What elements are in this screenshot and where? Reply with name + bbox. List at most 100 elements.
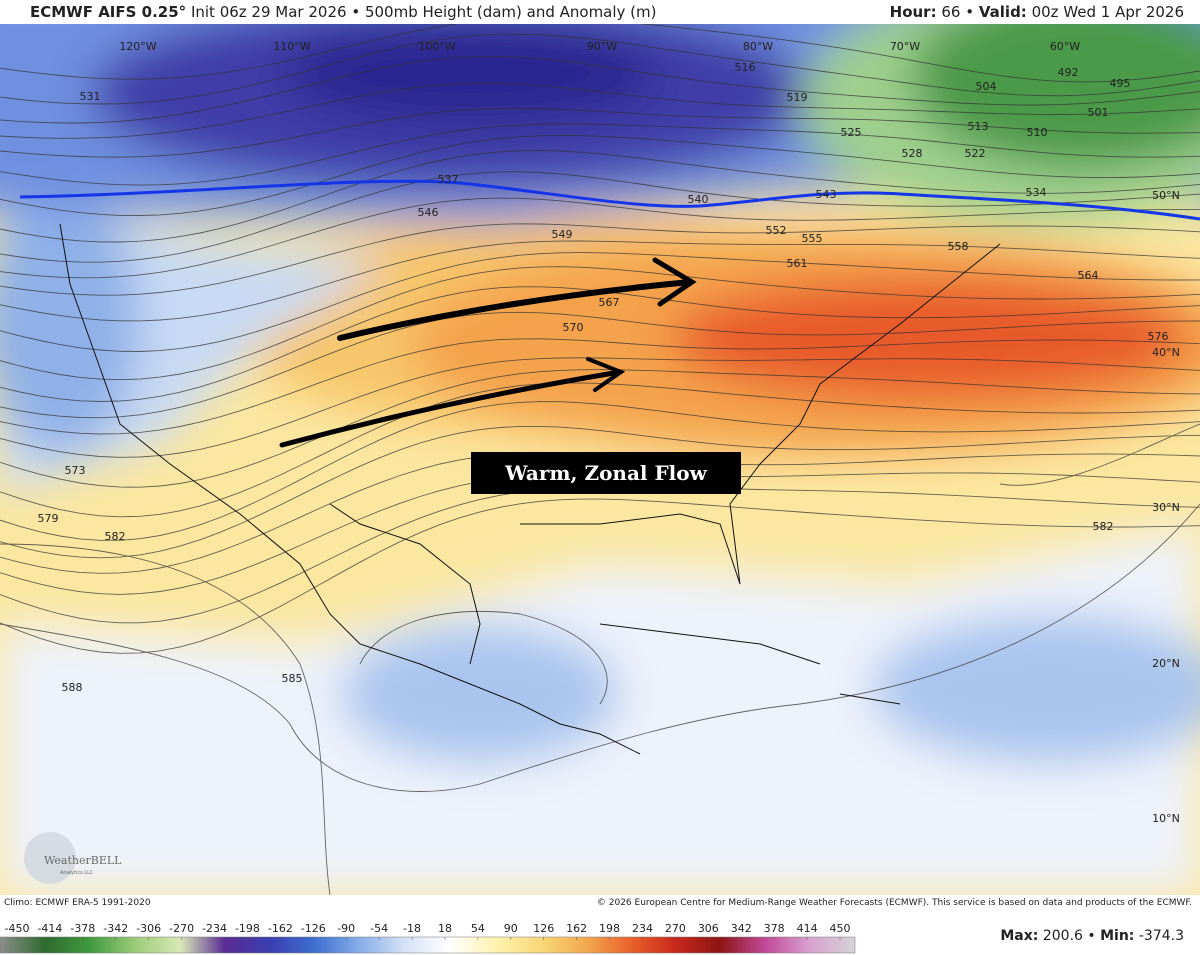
annotation-box bbox=[471, 452, 741, 494]
contour-line bbox=[0, 123, 1200, 186]
header: ECMWF AIFS 0.25° Init 06z 29 Mar 2026 • … bbox=[0, 0, 1200, 24]
coastline bbox=[59, 223, 1001, 755]
model: ECMWF AIFS 0.25° bbox=[30, 3, 187, 21]
flow-arrowhead bbox=[586, 357, 626, 392]
contour-label: 531 bbox=[80, 90, 101, 103]
footer: Climo: ECMWF ERA-5 1991-2020 © 2026 Euro… bbox=[0, 896, 1200, 912]
colorbar-tick-label: -414 bbox=[37, 922, 62, 935]
contours bbox=[0, 24, 1200, 895]
contour-line bbox=[359, 611, 608, 705]
latitude-label: 10°N bbox=[1152, 812, 1180, 825]
hour: 66 bbox=[941, 3, 961, 21]
contour-label: 579 bbox=[38, 512, 59, 525]
contour-label: 555 bbox=[802, 232, 823, 245]
valid: 00z Wed 1 Apr 2026 bbox=[1031, 3, 1184, 21]
contour-label: 558 bbox=[948, 240, 969, 253]
max: 200.6 bbox=[1042, 928, 1083, 944]
contour-label: 573 bbox=[65, 464, 86, 477]
header-right: Hour: 66 • Valid: 00z Wed 1 Apr 2026 bbox=[890, 0, 1184, 24]
colorbar-tick-label: -198 bbox=[235, 922, 260, 935]
colorbar-tick-label: 414 bbox=[797, 922, 818, 935]
flow-arrowhead bbox=[652, 257, 697, 307]
contour-label: 510 bbox=[1027, 126, 1048, 139]
longitude-label: 120°W bbox=[119, 40, 156, 53]
colorbar-tick-label: 18 bbox=[438, 922, 452, 935]
colorbar-tick-label: -54 bbox=[370, 922, 388, 935]
product: 500mb Height (dam) and Anomaly (m) bbox=[364, 3, 657, 21]
annotation: Warm, Zonal Flow bbox=[504, 461, 707, 485]
contour-label: 513 bbox=[968, 120, 989, 133]
contour-label: 543 bbox=[816, 188, 837, 201]
contour-line bbox=[0, 24, 1200, 83]
contour-line bbox=[0, 223, 1200, 296]
contour-line bbox=[0, 338, 1200, 435]
contour-label: 495 bbox=[1110, 77, 1131, 90]
colorbar-tick-label: -342 bbox=[103, 922, 128, 935]
latitude-label: 20°N bbox=[1152, 657, 1180, 670]
longitude-label: 80°W bbox=[743, 40, 773, 53]
contour-label: 501 bbox=[1088, 106, 1109, 119]
contour-line bbox=[0, 171, 1200, 263]
contour-line bbox=[0, 357, 1200, 458]
contour-line bbox=[0, 498, 1200, 654]
contour-label: 540 bbox=[688, 193, 709, 206]
latitude-label: 50°N bbox=[1152, 189, 1180, 202]
logo-sub: Analytics LLC bbox=[60, 870, 94, 876]
field-shading bbox=[0, 24, 1200, 895]
sep: • bbox=[965, 3, 975, 21]
longitude-label: 100°W bbox=[418, 40, 455, 53]
colorbar-tick-label: -234 bbox=[202, 922, 227, 935]
colorbar-tick-label: -126 bbox=[301, 922, 326, 935]
contour-label: 534 bbox=[1026, 186, 1047, 199]
contour-line bbox=[0, 266, 1200, 381]
colorbar-tick-label: 378 bbox=[764, 922, 785, 935]
contour-line bbox=[0, 425, 1200, 559]
contour-label: 525 bbox=[841, 126, 862, 139]
colorbar-tick-label: 234 bbox=[632, 922, 653, 935]
contour-label: 519 bbox=[787, 91, 808, 104]
longitude-label: 60°W bbox=[1050, 40, 1080, 53]
contour-line bbox=[0, 197, 1200, 279]
min: -374.3 bbox=[1138, 928, 1184, 944]
contour-label: 561 bbox=[787, 257, 808, 270]
contour-line bbox=[0, 382, 1200, 518]
anomaly-field: Warm, Zonal Flow WeatherBELL Analytics L… bbox=[0, 24, 1200, 895]
contour-label: 567 bbox=[599, 296, 620, 309]
logo-mark bbox=[24, 832, 76, 884]
colorbar-tick-label: -450 bbox=[5, 922, 30, 935]
header-left: ECMWF AIFS 0.25° Init 06z 29 Mar 2026 • … bbox=[30, 0, 657, 24]
logo: WeatherBELL bbox=[44, 854, 122, 867]
contour-line bbox=[0, 543, 331, 895]
contour-label: 522 bbox=[965, 147, 986, 160]
contour-label: 570 bbox=[563, 321, 584, 334]
contour-label: 588 bbox=[62, 681, 83, 694]
contour-line bbox=[0, 311, 1200, 419]
latitude-label: 30°N bbox=[1152, 501, 1180, 514]
contour-line bbox=[0, 56, 1200, 124]
colorbar-tick-label: -378 bbox=[70, 922, 95, 935]
sep: • bbox=[351, 3, 361, 21]
colorbar-tick-label: -18 bbox=[403, 922, 421, 935]
colorbar-tick-label: -162 bbox=[268, 922, 293, 935]
contour-line bbox=[999, 423, 1200, 486]
contour-label: 537 bbox=[438, 173, 459, 186]
sep: • bbox=[1087, 928, 1096, 944]
contour-line bbox=[0, 369, 1200, 488]
hour-label: Hour: bbox=[889, 3, 937, 21]
max-label: Max: bbox=[1000, 928, 1039, 944]
contour-540 bbox=[19, 179, 1200, 221]
contour-label: 582 bbox=[105, 530, 126, 543]
longitude-label: 90°W bbox=[587, 40, 617, 53]
contour-label: 552 bbox=[766, 224, 787, 237]
colorbar: -450 -414 -378 -342 -306 -270 -234 -198 -162 -126… bbox=[0, 922, 856, 954]
max-min: Max: 200.6 • Min: -374.3 bbox=[1000, 928, 1184, 944]
contour-label: 549 bbox=[552, 228, 573, 241]
climo: Climo: ECMWF ERA-5 1991-2020 bbox=[4, 898, 151, 908]
longitude-label: 110°W bbox=[273, 40, 310, 53]
init: Init 06z 29 Mar 2026 bbox=[190, 3, 347, 21]
longitude-label: 70°W bbox=[890, 40, 920, 53]
colorbar-tick-label: 450 bbox=[830, 922, 851, 935]
flow-arrow bbox=[279, 369, 623, 448]
contour-line bbox=[0, 33, 1200, 105]
contour-line bbox=[0, 82, 1200, 139]
